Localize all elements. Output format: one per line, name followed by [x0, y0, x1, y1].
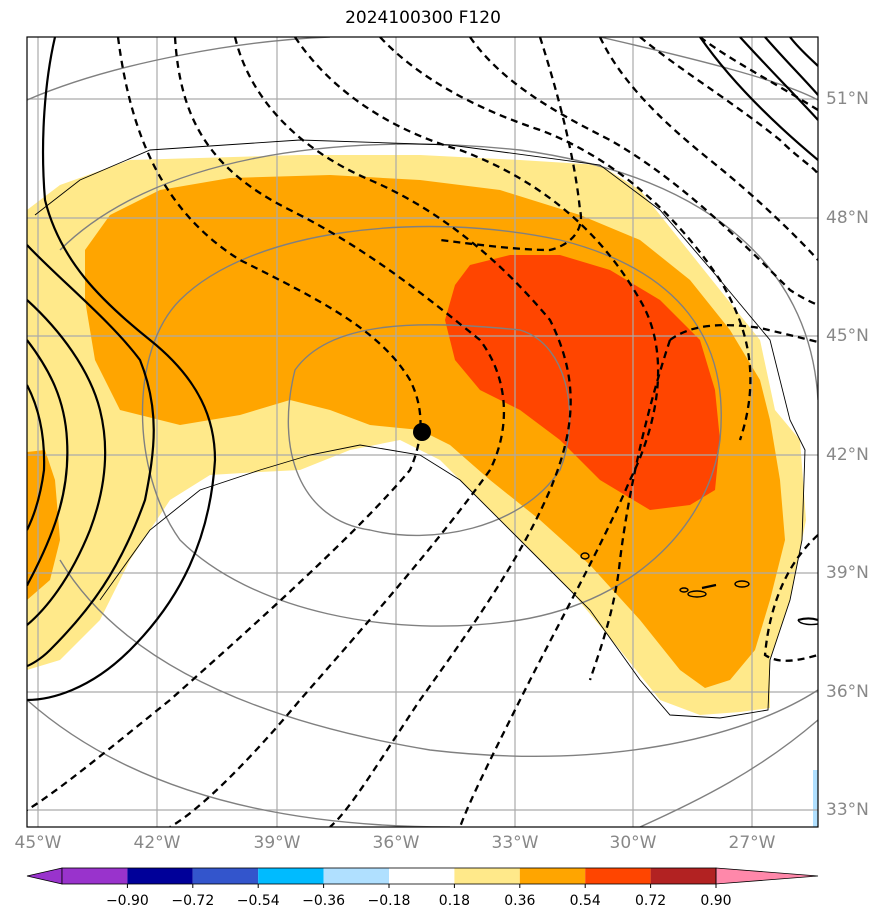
lon-label: 33°W: [491, 833, 539, 853]
graticule: [27, 37, 818, 827]
lat-label: 48°N: [826, 208, 869, 228]
storm-center-dot: [413, 423, 431, 441]
anomaly-fill-orange-west: [27, 450, 60, 600]
colorbar-tick-label: 0.54: [569, 893, 601, 909]
lon-label: 30°W: [609, 833, 657, 853]
colorbar-tick-label: 0.18: [438, 893, 470, 909]
map-frame: [26, 36, 819, 828]
lat-label: 36°N: [826, 682, 869, 702]
lon-label: 36°W: [372, 833, 420, 853]
colorbar-tick-label: 0.36: [504, 893, 536, 909]
colorbar-tick-label: −0.90: [105, 893, 149, 909]
gray-contours: [27, 37, 818, 827]
anomaly-fill-blue: [813, 770, 818, 827]
colorbar-tick-label: −0.72: [171, 893, 215, 909]
lon-label: 27°W: [728, 833, 776, 853]
lon-label: 39°W: [253, 833, 301, 853]
lat-label: 39°N: [826, 563, 869, 583]
lon-label: 45°W: [14, 833, 62, 853]
colorbar-tick-label: −0.54: [236, 893, 280, 909]
colorbar-tick-label: 0.90: [700, 893, 732, 909]
lat-label: 51°N: [826, 89, 869, 109]
colorbar-tick-label: 0.72: [635, 893, 667, 909]
colorbar-tick-label: −0.18: [367, 893, 411, 909]
small-contour-rings: [580, 552, 818, 626]
dashed-contours: [27, 37, 818, 827]
colorbar-tick-label: −0.36: [302, 893, 346, 909]
lat-label: 42°N: [826, 445, 869, 465]
solid-contours: [27, 37, 818, 702]
lon-label: 42°W: [133, 833, 181, 853]
lat-label: 45°N: [826, 326, 869, 346]
anomaly-fill-red: [445, 255, 720, 510]
lat-label: 33°N: [826, 800, 869, 820]
thin-outline: [34, 139, 806, 719]
plot-title: 2024100300 F120: [345, 8, 501, 28]
